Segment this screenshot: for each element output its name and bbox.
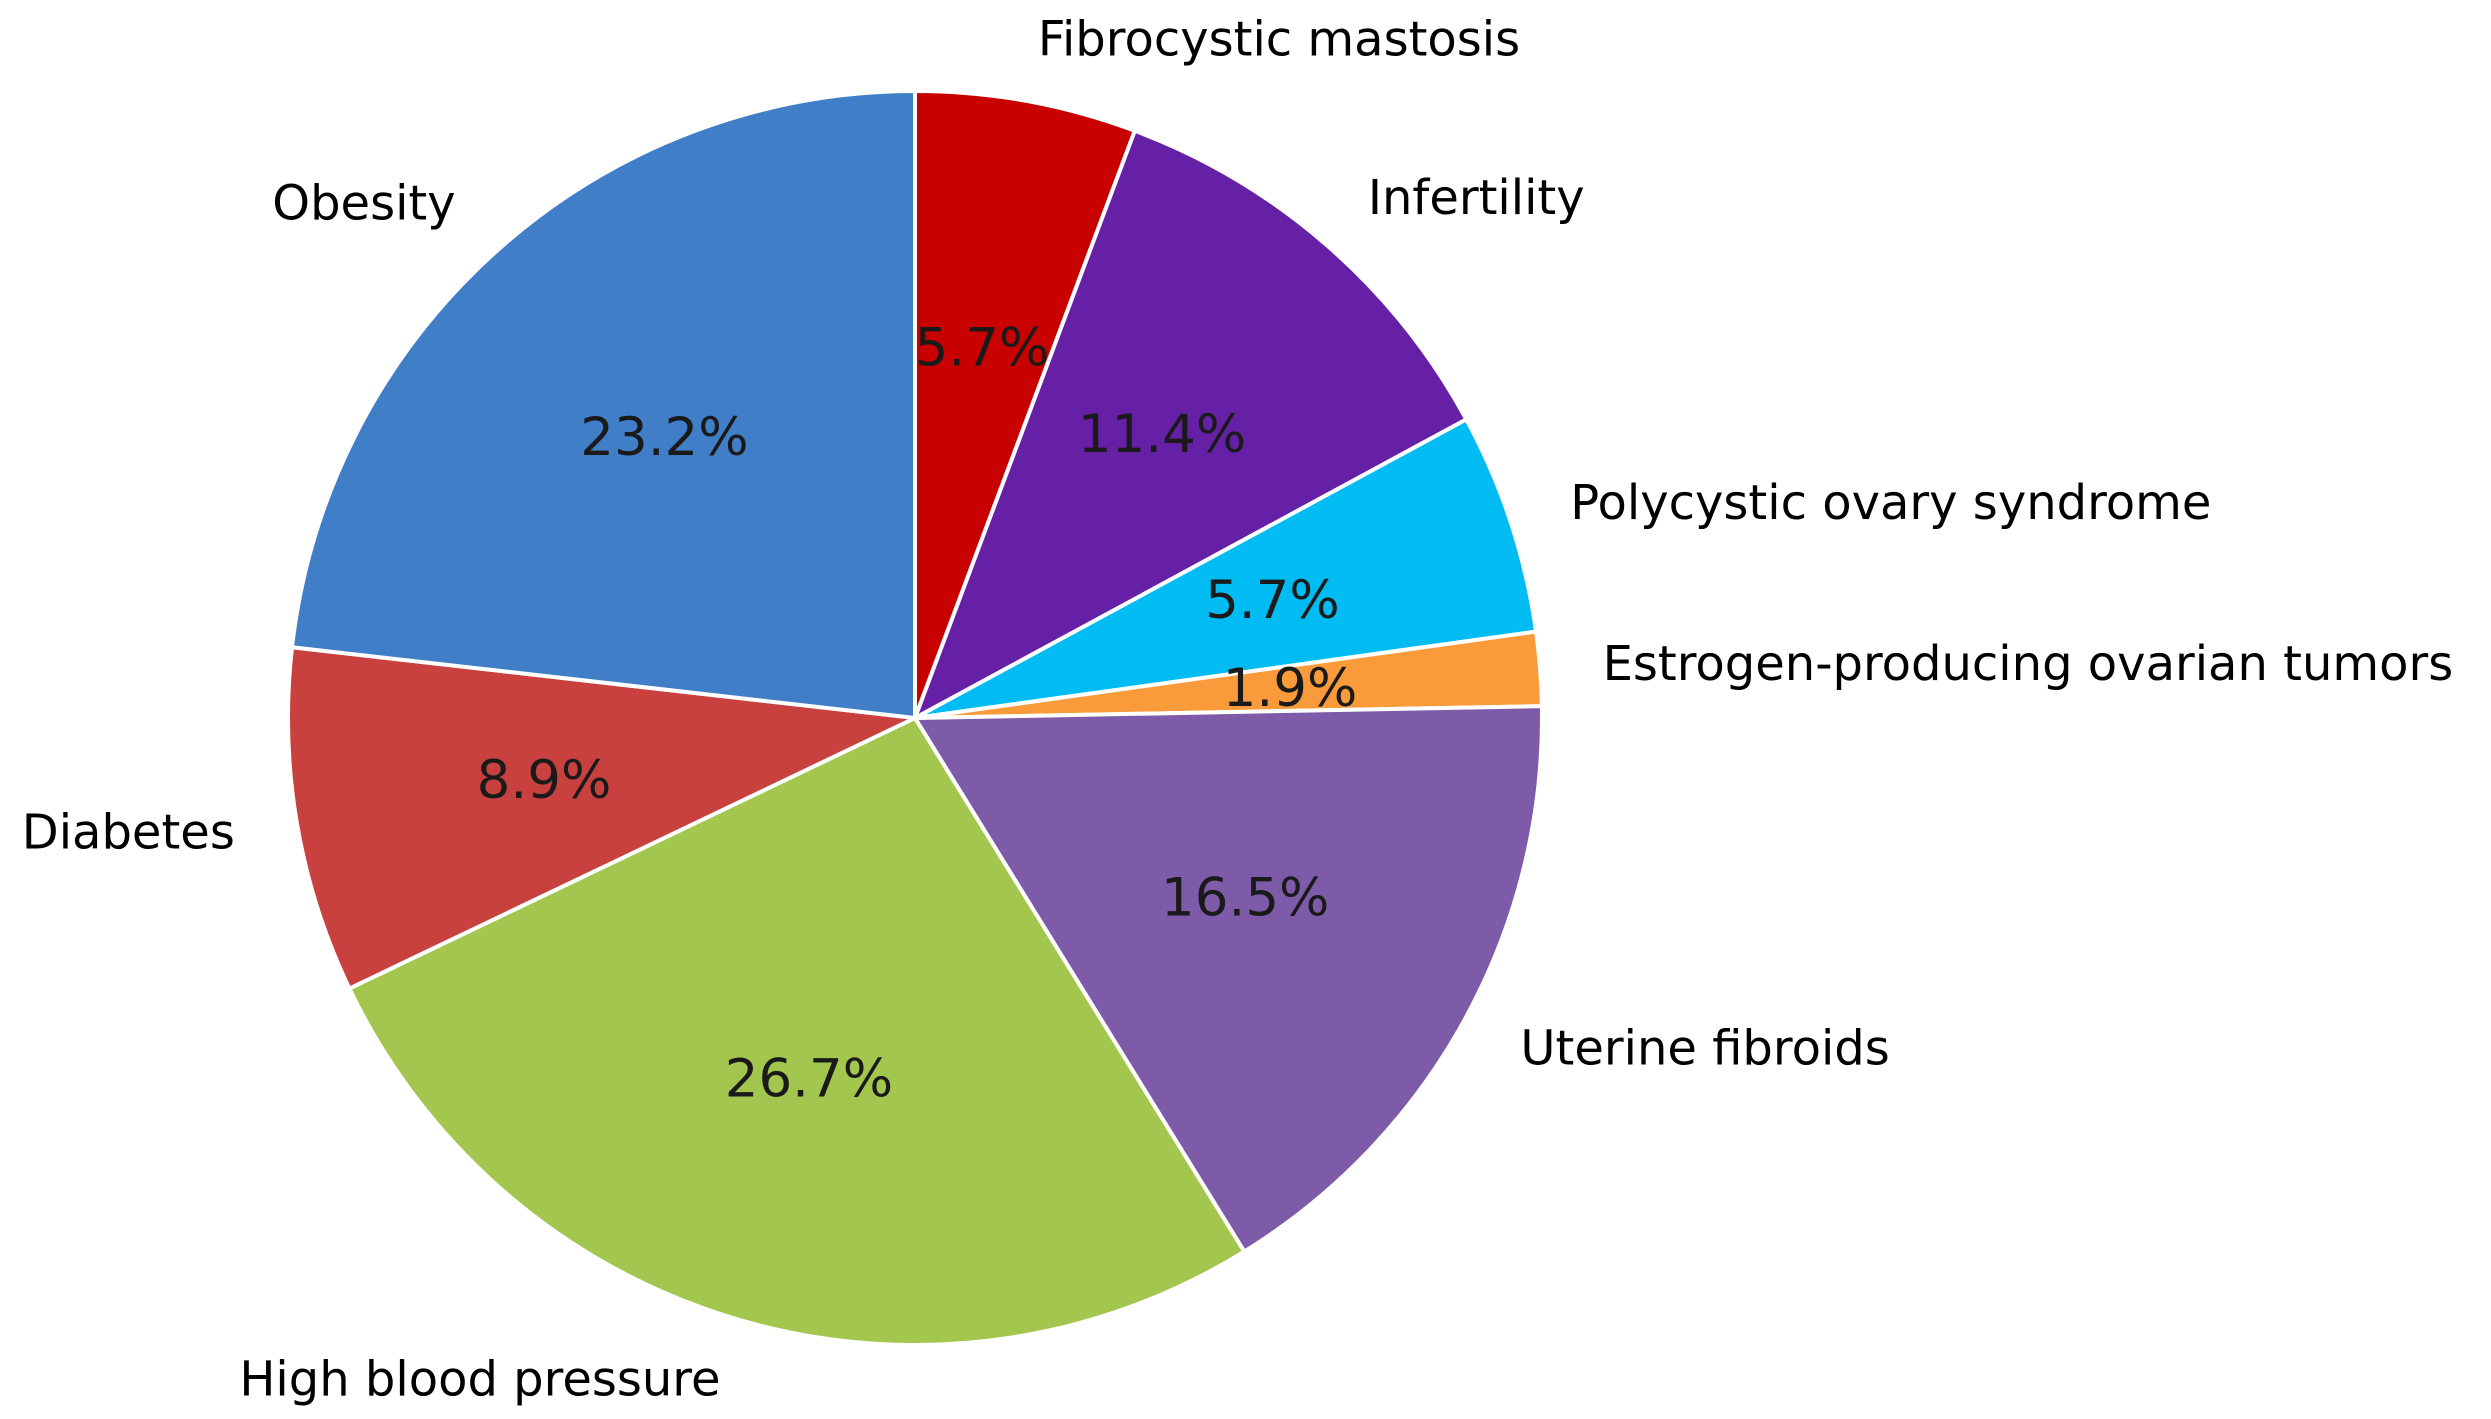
pct-label-estrogen-producing-ovarian-tumors: 1.9% — [1223, 658, 1358, 719]
pie-slice-polycystic-ovary-syndrome — [913, 417, 1539, 720]
pie-slice-uterine-fibroids — [913, 704, 1544, 1254]
pct-label-uterine-fibroids: 16.5% — [1161, 868, 1329, 929]
pct-label-polycystic-ovary-syndrome: 5.7% — [1205, 570, 1340, 631]
category-label-high-blood-pressure: High blood pressure — [239, 1352, 720, 1408]
pct-label-high-blood-pressure: 26.7% — [725, 1048, 893, 1109]
category-label-diabetes: Diabetes — [22, 804, 235, 860]
pie-slice-diabetes — [286, 645, 917, 991]
pie-slice-obesity — [290, 89, 917, 720]
pct-label-obesity: 23.2% — [580, 407, 748, 468]
category-label-fibrocystic-mastosis: Fibrocystic mastosis — [1038, 11, 1520, 67]
pct-label-infertility: 11.4% — [1078, 404, 1246, 465]
pct-label-diabetes: 8.9% — [477, 750, 612, 811]
category-label-infertility: Infertility — [1368, 170, 1585, 226]
pct-label-fibrocystic-mastosis: 5.7% — [915, 317, 1050, 378]
pie-slice-infertility — [913, 128, 1469, 720]
percentage-labels: 5.7% 11.4% 5.7% 1.9% 16.5% 26.7% 8.9% 23.2% — [477, 317, 1358, 1109]
pie-slice-high-blood-pressure — [347, 716, 1247, 1347]
category-label-polycystic-ovary-syndrome: Polycystic ovary syndrome — [1570, 475, 2211, 531]
pie-slice-fibrocystic-mastosis — [913, 89, 1137, 720]
category-label-obesity: Obesity — [272, 176, 455, 232]
pie-slices — [286, 89, 1544, 1347]
category-label-uterine-fibroids: Uterine fibroids — [1520, 1020, 1889, 1076]
category-label-estrogen-producing-ovarian-tumors: Estrogen-producing ovarian tumors — [1603, 636, 2454, 692]
category-labels: Fibrocystic mastosis Infertility Polycysti… — [22, 11, 2453, 1407]
